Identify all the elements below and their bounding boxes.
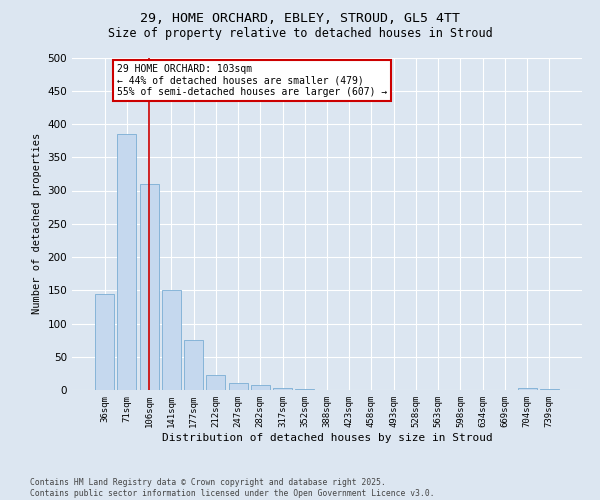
Bar bbox=[184, 340, 203, 390]
Bar bbox=[229, 384, 248, 390]
Y-axis label: Number of detached properties: Number of detached properties bbox=[32, 133, 42, 314]
Bar bbox=[162, 290, 181, 390]
Bar bbox=[95, 294, 114, 390]
Bar bbox=[518, 388, 536, 390]
Bar bbox=[140, 184, 158, 390]
Bar bbox=[540, 388, 559, 390]
Text: Contains HM Land Registry data © Crown copyright and database right 2025.
Contai: Contains HM Land Registry data © Crown c… bbox=[30, 478, 434, 498]
Text: 29 HOME ORCHARD: 103sqm
← 44% of detached houses are smaller (479)
55% of semi-d: 29 HOME ORCHARD: 103sqm ← 44% of detache… bbox=[117, 64, 387, 98]
X-axis label: Distribution of detached houses by size in Stroud: Distribution of detached houses by size … bbox=[161, 432, 493, 442]
Text: Size of property relative to detached houses in Stroud: Size of property relative to detached ho… bbox=[107, 28, 493, 40]
Bar bbox=[273, 388, 292, 390]
Bar bbox=[251, 384, 270, 390]
Bar bbox=[206, 376, 225, 390]
Bar bbox=[118, 134, 136, 390]
Text: 29, HOME ORCHARD, EBLEY, STROUD, GL5 4TT: 29, HOME ORCHARD, EBLEY, STROUD, GL5 4TT bbox=[140, 12, 460, 26]
